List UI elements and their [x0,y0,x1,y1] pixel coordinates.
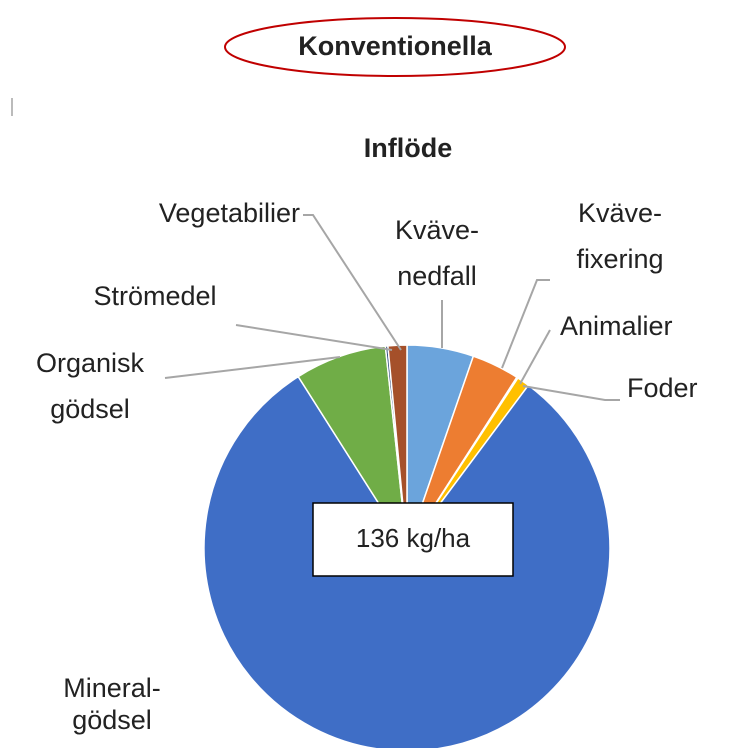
header-title: Konventionella [298,31,493,61]
leader-line [522,385,620,401]
header-frame [224,17,566,77]
slice-label: Foder [627,373,698,403]
leader-line [164,356,341,379]
slice-label: Vegetabilier [159,198,300,228]
labels: Kväve-nedfall Kväve-fixering Animalier Fode… [36,198,698,735]
leader-line [501,279,550,369]
slice-label: Mineral-gödsel [63,673,161,735]
annotation-box [312,502,514,577]
slice-label: Organisk gödsel [36,348,145,424]
slice-label: Kväve-nedfall [395,215,479,291]
leader-line [303,214,402,351]
slice-label: Kväve-fixering [576,198,663,274]
annotation: 136 kg/ha [356,523,471,553]
leader-line [519,329,551,385]
slice-label: Animalier [560,311,673,341]
chart-title: Inflöde [364,133,453,163]
pie [203,344,611,748]
slice-label: Strömedel [93,281,216,311]
leader-line [235,324,393,351]
